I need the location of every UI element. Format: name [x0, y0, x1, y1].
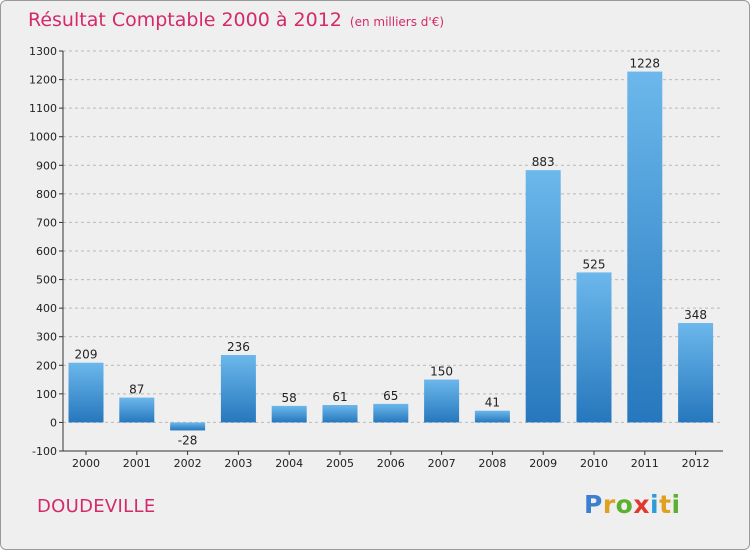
bar: [576, 272, 612, 423]
chart-title: Résultat Comptable 2000 à 2012 (en millie…: [28, 9, 444, 31]
logo-letter: i: [650, 490, 660, 519]
logo-letter: r: [602, 490, 616, 519]
x-tick-label: 2006: [377, 457, 405, 470]
x-tick-label: 2010: [580, 457, 608, 470]
bar: [373, 403, 409, 423]
bar-value-label: -28: [178, 433, 198, 447]
x-tick-label: 2008: [478, 457, 506, 470]
x-tick-label: 2000: [72, 457, 100, 470]
proxiti-logo[interactable]: Proxiti: [584, 490, 681, 519]
y-tick-label: 300: [36, 331, 57, 344]
x-tick-label: 2007: [428, 457, 456, 470]
y-tick-label: 1000: [29, 131, 57, 144]
x-tick-label: 2003: [224, 457, 252, 470]
y-tick-label: 1200: [29, 74, 57, 87]
commune-name: DOUDEVILLE: [37, 496, 156, 517]
bar: [627, 71, 663, 423]
bar: [170, 422, 206, 431]
y-tick-label: 1300: [29, 45, 57, 58]
bar: [424, 379, 460, 423]
bar: [678, 323, 714, 423]
x-tick-label: 2011: [631, 457, 659, 470]
x-tick-label: 2001: [123, 457, 151, 470]
bar: [525, 170, 561, 423]
x-tick-label: 2009: [529, 457, 557, 470]
x-tick-label: 2005: [326, 457, 354, 470]
x-tick-label: 2002: [174, 457, 202, 470]
y-tick-label: 600: [36, 245, 57, 258]
title-main: Résultat Comptable 2000 à 2012: [28, 9, 342, 31]
y-tick-label: -100: [32, 445, 57, 458]
bar-value-label: 58: [282, 391, 297, 405]
bar: [119, 397, 155, 423]
logo-letter: x: [633, 490, 650, 519]
y-tick-label: 700: [36, 216, 57, 229]
bar: [474, 410, 510, 423]
y-tick-label: 900: [36, 159, 57, 172]
x-tick-label: 2004: [275, 457, 303, 470]
bar-value-label: 236: [227, 340, 250, 354]
bar: [68, 362, 104, 423]
y-tick-label: 800: [36, 188, 57, 201]
y-tick-label: 200: [36, 359, 57, 372]
y-tick-label: 400: [36, 302, 57, 315]
bar-value-label: 41: [485, 396, 500, 410]
y-tick-label: 100: [36, 388, 57, 401]
bar-value-label: 348: [684, 308, 707, 322]
title-unit: (en milliers d'€): [349, 15, 445, 29]
y-tick-label: 500: [36, 274, 57, 287]
logo-letter: i: [671, 490, 681, 519]
logo-letter: t: [659, 490, 672, 519]
bar: [322, 405, 358, 423]
bar-value-label: 65: [383, 389, 398, 403]
logo-letter: o: [615, 490, 634, 519]
y-tick-label: 0: [50, 416, 57, 429]
bar-value-label: 87: [129, 383, 144, 397]
logo-letter: P: [584, 490, 603, 519]
bar: [271, 405, 307, 423]
bar: [220, 355, 256, 423]
bar-value-label: 150: [430, 365, 453, 379]
bar-value-label: 883: [532, 155, 555, 169]
bar-value-label: 1228: [630, 57, 661, 71]
bar-value-label: 525: [583, 257, 606, 271]
x-tick-label: 2012: [682, 457, 710, 470]
bar-value-label: 209: [75, 348, 98, 362]
bar-value-label: 61: [332, 390, 347, 404]
y-tick-label: 1100: [29, 102, 57, 115]
